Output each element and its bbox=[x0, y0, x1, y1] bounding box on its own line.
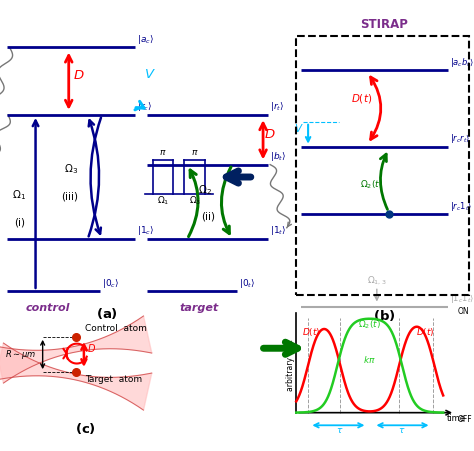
Text: $D$: $D$ bbox=[87, 342, 96, 354]
Text: OFF: OFF bbox=[457, 415, 472, 424]
Text: $V$: $V$ bbox=[294, 122, 303, 134]
Text: (iii): (iii) bbox=[61, 192, 78, 202]
Text: $\mathbf{(b)}$: $\mathbf{(b)}$ bbox=[373, 308, 395, 323]
Text: target: target bbox=[180, 303, 219, 313]
Text: Target  atom: Target atom bbox=[85, 375, 143, 384]
Text: $D$: $D$ bbox=[264, 128, 276, 141]
Text: $D$: $D$ bbox=[73, 69, 85, 82]
Text: $D(t)$: $D(t)$ bbox=[416, 326, 435, 338]
Text: $\Omega_3$: $\Omega_3$ bbox=[64, 162, 78, 176]
Text: $\tau$: $\tau$ bbox=[398, 425, 405, 434]
Text: $|1_c1_t\rangle$: $|1_c1_t\rangle$ bbox=[450, 292, 474, 305]
Text: $\Omega_1$: $\Omega_1$ bbox=[12, 189, 26, 202]
Text: $|a_cb_t\rangle$: $|a_cb_t\rangle$ bbox=[450, 55, 474, 69]
Text: $\Omega_2(t)$: $\Omega_2(t)$ bbox=[360, 178, 383, 191]
Text: time: time bbox=[447, 414, 466, 423]
Text: $\Omega_2(t)$: $\Omega_2(t)$ bbox=[358, 318, 381, 331]
Text: $\tau$: $\tau$ bbox=[336, 425, 343, 434]
Text: $|r_c1_t\rangle$: $|r_c1_t\rangle$ bbox=[450, 200, 473, 213]
Polygon shape bbox=[0, 343, 152, 410]
Text: $\Omega_{1,3}$: $\Omega_{1,3}$ bbox=[367, 275, 387, 287]
Bar bbox=[296, 36, 469, 295]
Text: $\pi$: $\pi$ bbox=[159, 147, 167, 156]
Text: arbitrary unit: arbitrary unit bbox=[286, 340, 295, 391]
Text: $k\pi$: $k\pi$ bbox=[364, 354, 376, 365]
Text: $\Omega_3$: $\Omega_3$ bbox=[189, 195, 201, 207]
Text: $\mathbf{(a)}$: $\mathbf{(a)}$ bbox=[96, 306, 118, 321]
Text: (i): (i) bbox=[14, 217, 25, 227]
Text: $R{\sim}\mu m$: $R{\sim}\mu m$ bbox=[5, 348, 36, 361]
Text: $\mathbf{(c)}$: $\mathbf{(c)}$ bbox=[75, 421, 96, 436]
Text: $|r_t\rangle$: $|r_t\rangle$ bbox=[270, 100, 284, 113]
Text: $D(t)$: $D(t)$ bbox=[351, 92, 372, 105]
Text: $D(t)$: $D(t)$ bbox=[301, 326, 320, 338]
Text: $|0_t\rangle$: $|0_t\rangle$ bbox=[239, 276, 255, 290]
Text: $|b_t\rangle$: $|b_t\rangle$ bbox=[270, 150, 286, 163]
Text: ON: ON bbox=[457, 307, 469, 316]
Text: STIRAP: STIRAP bbox=[360, 18, 408, 31]
Text: $|1_c\rangle$: $|1_c\rangle$ bbox=[137, 224, 155, 237]
Text: control: control bbox=[25, 303, 70, 313]
Text: $\pi$: $\pi$ bbox=[191, 147, 199, 156]
Text: $V$: $V$ bbox=[144, 68, 155, 81]
Text: $|1_t\rangle$: $|1_t\rangle$ bbox=[270, 224, 286, 237]
Text: $|0_c\rangle$: $|0_c\rangle$ bbox=[102, 276, 119, 290]
Text: $\Omega_1$: $\Omega_1$ bbox=[157, 195, 169, 207]
Text: Control  atom: Control atom bbox=[85, 324, 147, 333]
Text: $\Omega_2$: $\Omega_2$ bbox=[198, 183, 212, 197]
Text: $|r_cr_t\rangle$: $|r_cr_t\rangle$ bbox=[450, 132, 471, 145]
Text: (ii): (ii) bbox=[201, 212, 216, 222]
Text: $|a_c\rangle$: $|a_c\rangle$ bbox=[137, 32, 155, 46]
Polygon shape bbox=[0, 316, 152, 383]
Text: $|r_c\rangle$: $|r_c\rangle$ bbox=[137, 100, 153, 113]
